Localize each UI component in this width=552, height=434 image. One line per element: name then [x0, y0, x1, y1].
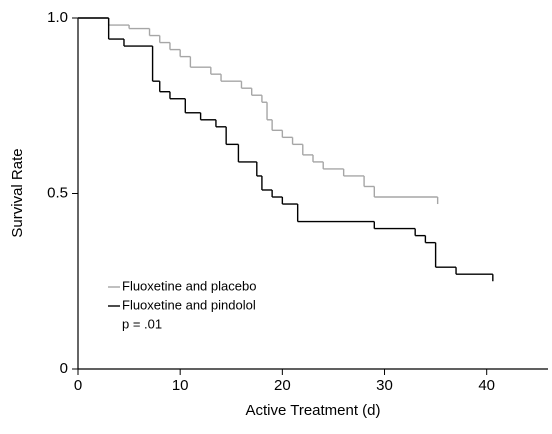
legend-label: Fluoxetine and pindolol — [122, 297, 256, 312]
x-tick-label: 0 — [74, 377, 82, 394]
y-tick-label: 0 — [60, 360, 68, 377]
annotation: p = .01 — [122, 316, 162, 331]
legend-label: Fluoxetine and placebo — [122, 278, 256, 293]
x-tick-label: 30 — [376, 377, 393, 394]
y-tick-label: 0.5 — [47, 184, 68, 201]
y-axis-label: Survival Rate — [9, 148, 26, 237]
x-tick-label: 20 — [274, 377, 291, 394]
y-tick-label: 1.0 — [47, 9, 68, 26]
x-tick-label: 40 — [478, 377, 495, 394]
x-tick-label: 10 — [172, 377, 189, 394]
x-axis-label: Active Treatment (d) — [245, 402, 380, 419]
legend: Fluoxetine and placebo Fluoxetine and pin… — [108, 278, 256, 331]
